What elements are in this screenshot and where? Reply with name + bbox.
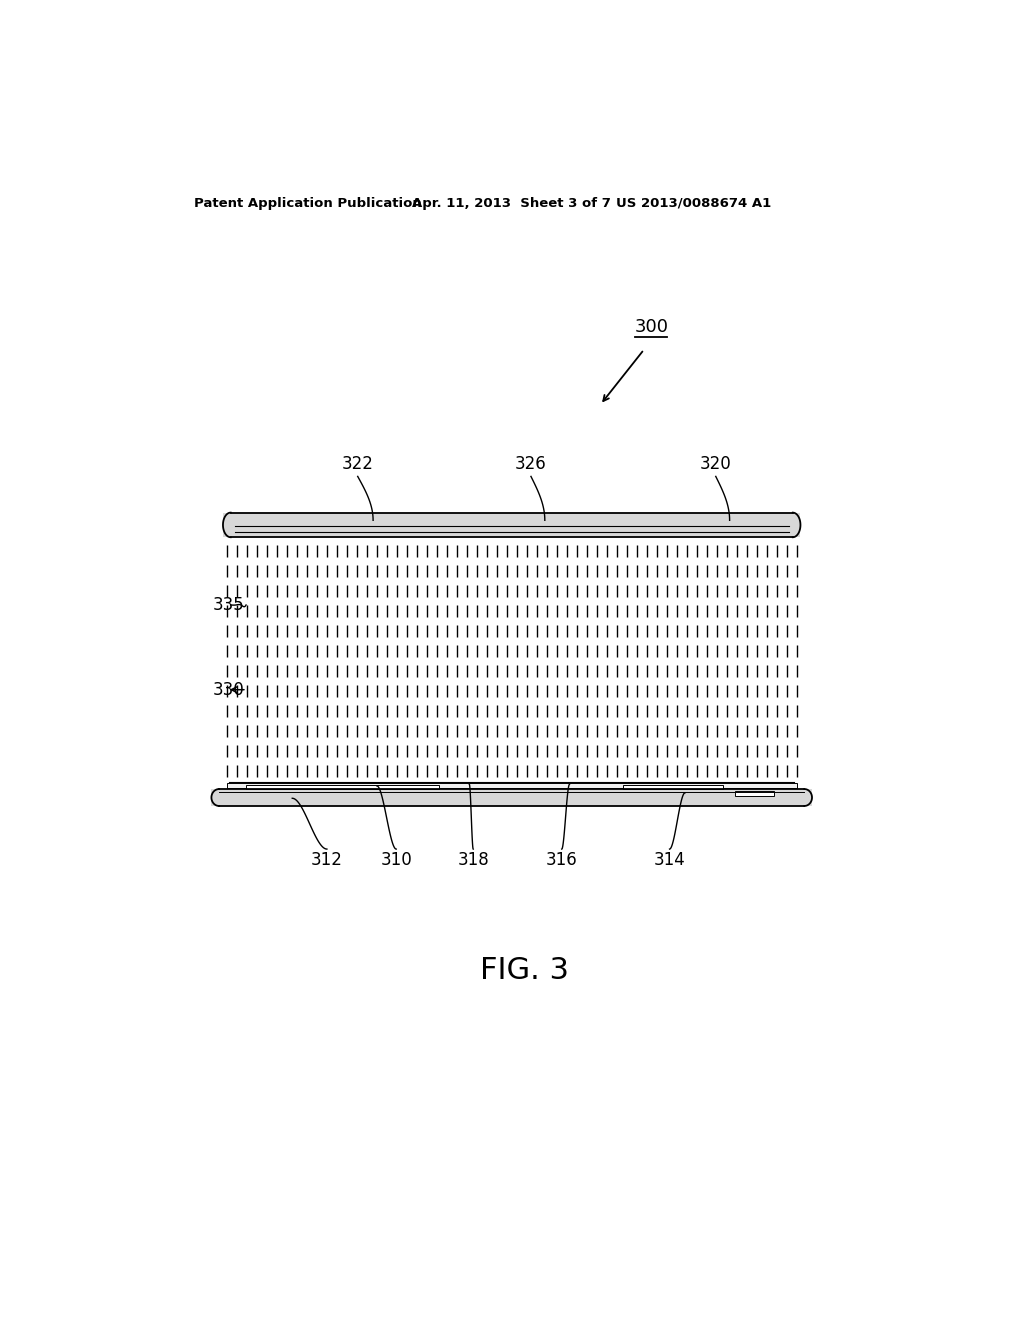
Bar	[223, 512, 801, 537]
Text: 326: 326	[515, 454, 547, 473]
Text: 310: 310	[380, 851, 412, 870]
Bar	[246, 785, 438, 789]
Text: FIG. 3: FIG. 3	[480, 956, 569, 985]
Text: 300: 300	[635, 318, 669, 335]
Text: 318: 318	[458, 851, 489, 870]
Text: 322: 322	[342, 454, 374, 473]
Text: US 2013/0088674 A1: US 2013/0088674 A1	[615, 197, 771, 210]
Bar	[211, 789, 812, 807]
Text: Apr. 11, 2013  Sheet 3 of 7: Apr. 11, 2013 Sheet 3 of 7	[412, 197, 610, 210]
Text: 316: 316	[546, 851, 578, 870]
Text: 312: 312	[311, 851, 343, 870]
Bar	[735, 791, 773, 796]
Text: 314: 314	[653, 851, 685, 870]
Text: 320: 320	[699, 454, 731, 473]
Bar	[624, 785, 724, 789]
Text: 330: 330	[213, 681, 245, 698]
Text: 335: 335	[213, 597, 245, 614]
Text: Patent Application Publication: Patent Application Publication	[194, 197, 422, 210]
Bar	[226, 783, 797, 788]
